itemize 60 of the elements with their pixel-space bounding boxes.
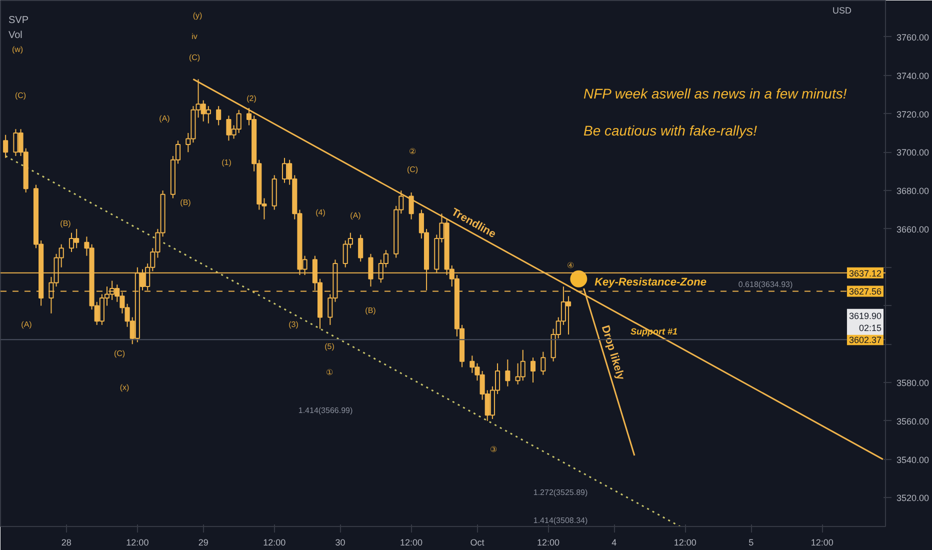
ref-line-label: 3637.12	[848, 268, 882, 278]
y-axis-title: USD	[832, 6, 852, 16]
x-tick-label: 12:00	[126, 538, 149, 548]
y-tick-label: 3540.00	[896, 454, 930, 465]
x-tick-label: 12:00	[263, 538, 286, 548]
annotation: (w)	[12, 45, 24, 54]
annotation: ④	[567, 261, 574, 270]
annotation: (B)	[180, 198, 192, 207]
annotation: (B)	[60, 219, 72, 228]
annotation: (3)	[288, 320, 299, 329]
y-tick-label: 3740.00	[896, 70, 930, 81]
annotation: 1.414(3508.34)	[533, 516, 588, 525]
y-tick-label: 3680.00	[896, 186, 930, 196]
ref-line-label: 3627.56	[848, 286, 882, 297]
annotation: (x)	[120, 383, 130, 392]
y-tick-label: 3700.00	[896, 148, 930, 158]
x-tick-label: 29	[198, 538, 208, 548]
annotation: NFP week aswell as news in a few minuts!	[584, 86, 847, 102]
annotation: ②	[409, 147, 416, 156]
annotation: Vol	[8, 30, 22, 41]
y-tick-label: 3520.00	[896, 493, 930, 504]
annotation: (y)	[192, 11, 202, 20]
annotation: (A)	[350, 211, 362, 220]
x-tick-label: 30	[335, 538, 346, 548]
x-tick-label: 5	[748, 538, 754, 548]
x-tick-label: 4	[612, 538, 617, 548]
annotation: 0.618(3634.93)	[738, 280, 793, 289]
y-tick-label: 3660.00	[896, 224, 930, 234]
y-tick-label: 3580.00	[896, 378, 930, 388]
x-tick-label: 12:00	[400, 538, 423, 548]
annotation: (B)	[365, 306, 376, 315]
annotation: (A)	[21, 320, 32, 329]
annotation: (4)	[316, 208, 326, 217]
y-tick-label: 3720.00	[896, 109, 930, 120]
x-tick-label: 28	[61, 538, 72, 548]
text: Drop likely	[598, 324, 627, 382]
x-tick-label: 12:00	[674, 538, 696, 548]
annotation: (2)	[246, 94, 257, 103]
annotation: (C)	[188, 53, 200, 62]
y-tick-label: 3760.00	[896, 32, 930, 42]
annotation: ③	[490, 445, 497, 454]
annotation: (5)	[324, 342, 335, 351]
x-tick-label: Oct	[470, 538, 485, 548]
annotation: (C)	[406, 165, 418, 174]
annotation: Be cautious with fake-rallys!	[584, 122, 758, 138]
y-tick-label: 3560.00	[896, 416, 930, 426]
annotation: (A)	[159, 114, 170, 123]
annotation: SVP	[8, 15, 29, 26]
ref-line-label: 3602.37	[848, 335, 882, 346]
x-tick-label: 12:00	[810, 538, 834, 548]
annotation: (C)	[14, 91, 26, 100]
annotation: 1.272(3525.89)	[533, 488, 588, 497]
annotation: 3619.90 02:15	[848, 310, 882, 333]
annotation: Key-Resistance-Zone	[594, 276, 706, 288]
annotation: iv	[192, 32, 198, 41]
x-tick-label: 12:00	[536, 538, 560, 548]
annotation: ①	[326, 368, 333, 377]
annotation: (C)	[114, 349, 126, 358]
annotation: (1)	[222, 158, 232, 167]
annotation: 1.414(3566.99)	[298, 406, 353, 415]
